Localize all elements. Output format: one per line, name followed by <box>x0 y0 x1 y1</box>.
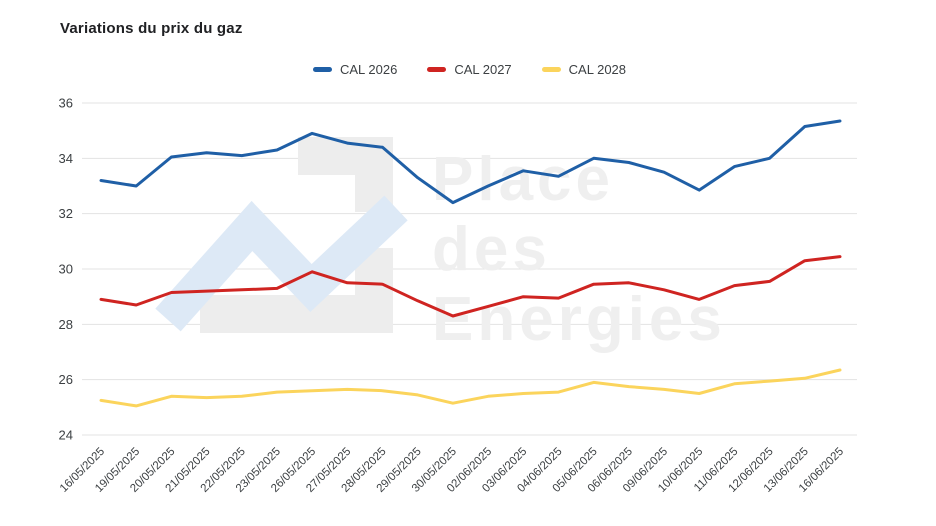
watermark-text-line: des <box>432 215 551 284</box>
svg-text:34: 34 <box>59 151 73 166</box>
legend-label-cal-2027: CAL 2027 <box>454 62 512 77</box>
chart-title: Variations du prix du gaz <box>60 20 243 37</box>
series-line-cal-2026 <box>99 119 842 205</box>
svg-text:26: 26 <box>59 372 73 387</box>
svg-text:30: 30 <box>59 262 73 277</box>
legend-swatch-cal-2026 <box>312 67 332 72</box>
legend-swatch-cal-2028 <box>541 67 561 72</box>
svg-text:32: 32 <box>59 206 73 221</box>
x-axis-labels: 16/05/202519/05/202520/05/202521/05/2025… <box>58 446 846 495</box>
watermark-logo-zigzag-icon <box>155 195 408 332</box>
chart-legend: CAL 2026 CAL 2027 CAL 2028 <box>82 62 857 77</box>
legend-item-cal-2028[interactable]: CAL 2028 <box>541 62 627 77</box>
watermark-text-line: Energies <box>432 285 726 354</box>
series-line-cal-2027 <box>99 255 842 318</box>
svg-text:28: 28 <box>59 317 73 332</box>
watermark-text-line: Place <box>432 145 614 214</box>
series-line-cal-2028 <box>99 368 842 408</box>
legend-item-cal-2026[interactable]: CAL 2026 <box>312 62 398 77</box>
y-axis-labels: 24 26 28 30 32 34 36 <box>59 96 73 443</box>
svg-text:24: 24 <box>59 428 73 443</box>
legend-label-cal-2028: CAL 2028 <box>568 62 627 77</box>
legend-swatch-cal-2027 <box>427 67 447 72</box>
svg-text:36: 36 <box>59 96 73 111</box>
legend-item-cal-2027[interactable]: CAL 2027 <box>427 62 512 77</box>
legend-label-cal-2026: CAL 2026 <box>339 62 398 77</box>
